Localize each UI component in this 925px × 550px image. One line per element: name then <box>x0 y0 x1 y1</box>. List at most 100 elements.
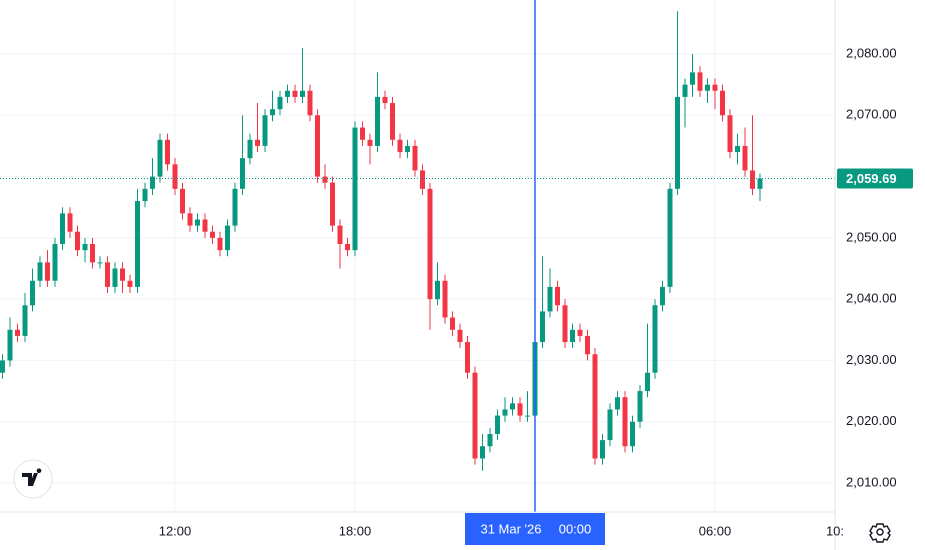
candle-body <box>315 115 320 177</box>
candle-body <box>750 170 755 189</box>
candle-body <box>30 280 35 306</box>
candle-body <box>15 329 20 336</box>
candle-body <box>135 201 140 287</box>
y-tick-label: 2,010.00 <box>846 474 897 489</box>
candle-body <box>660 286 665 306</box>
candle-body <box>105 262 110 287</box>
candle-body <box>277 96 283 110</box>
x-tick-label: 12:00 <box>159 523 192 538</box>
candle-body <box>615 397 620 410</box>
candle-body <box>352 127 358 251</box>
candle-body <box>255 139 260 146</box>
candle-body <box>367 139 373 146</box>
candle-body <box>622 397 628 447</box>
candle-body <box>45 262 50 281</box>
candle-body <box>757 178 763 189</box>
last-price-badge <box>837 168 913 189</box>
candle-body <box>307 90 313 116</box>
candle-body <box>330 182 335 226</box>
candle-body <box>187 213 193 226</box>
candle-body <box>712 84 718 91</box>
candle-body <box>345 243 350 251</box>
candle-body <box>75 231 80 251</box>
candle-body <box>412 145 418 171</box>
candle-body <box>495 415 500 434</box>
candle-body <box>637 391 643 422</box>
candle-body <box>360 127 365 140</box>
crosshair-date: 31 Mar '26 <box>480 521 541 536</box>
candle-body <box>217 237 223 251</box>
candle-body <box>82 243 88 251</box>
candle-body <box>705 84 710 91</box>
candle-body <box>37 262 43 281</box>
candle-body <box>285 90 290 97</box>
candle-body <box>427 188 433 300</box>
candle-body <box>7 329 13 361</box>
crosshair-badge <box>465 513 605 545</box>
gear <box>869 523 891 543</box>
candle-body <box>727 115 733 153</box>
candle-body <box>232 188 238 226</box>
candles <box>0 0 835 512</box>
candle-body <box>667 188 673 287</box>
y-tick-label: 2,030.00 <box>846 352 897 367</box>
candle-body <box>690 72 695 85</box>
candle-body <box>600 440 605 459</box>
candle-body <box>112 268 118 287</box>
last-price-label: 2,059.69 <box>846 171 897 186</box>
candle-body <box>195 219 200 226</box>
candle-body <box>180 188 185 214</box>
candle-body <box>577 329 583 336</box>
logo-mark <box>22 468 42 486</box>
candle-body <box>502 409 508 416</box>
y-tick-label: 2,070.00 <box>846 107 897 122</box>
candle-body <box>90 243 95 263</box>
crosshair-time: 00:00 <box>559 521 592 536</box>
candle-body <box>742 145 748 171</box>
candle-body <box>165 139 170 165</box>
candle-body <box>435 280 440 300</box>
x-tick-label: 18:00 <box>339 523 372 538</box>
y-tick-label: 2,080.00 <box>846 45 897 60</box>
candle-body <box>547 286 553 312</box>
candle-body <box>607 409 613 441</box>
candle-body <box>735 145 740 153</box>
candle-body <box>472 372 478 459</box>
candle-body <box>592 354 598 459</box>
candle-body <box>382 96 388 104</box>
candle-body <box>555 286 560 306</box>
candle-body <box>22 305 28 336</box>
x-tick-label: 10: <box>826 523 844 538</box>
candle-body <box>225 225 230 251</box>
y-tick-label: 2,040.00 <box>846 291 897 306</box>
candle-body <box>420 170 425 189</box>
candle-body <box>322 176 328 183</box>
candle-body <box>375 96 380 146</box>
candle-body <box>585 335 590 355</box>
candle-body <box>442 280 448 318</box>
candle-body <box>465 342 470 373</box>
candle-body <box>97 262 103 264</box>
candle-body <box>292 90 298 97</box>
candle-body <box>210 231 215 238</box>
candle-body <box>60 213 65 244</box>
x-tick-label: 06:00 <box>699 523 732 538</box>
candle-body <box>337 225 343 244</box>
candle-body <box>142 188 148 202</box>
candle-body <box>517 403 523 416</box>
candle-body <box>0 360 5 373</box>
candle-body <box>480 446 485 459</box>
candle-body <box>675 96 680 189</box>
candle-body <box>202 219 208 232</box>
candle-body <box>570 329 575 343</box>
gear-hub <box>876 528 884 536</box>
candle-body <box>397 139 403 153</box>
candle-body <box>510 403 515 410</box>
settings-icon[interactable] <box>869 523 891 543</box>
candle-body <box>487 433 493 447</box>
candle-body <box>405 145 410 153</box>
candle-body <box>450 317 455 330</box>
logo[interactable] <box>13 459 53 499</box>
y-tick-label: 2,050.00 <box>846 229 897 244</box>
